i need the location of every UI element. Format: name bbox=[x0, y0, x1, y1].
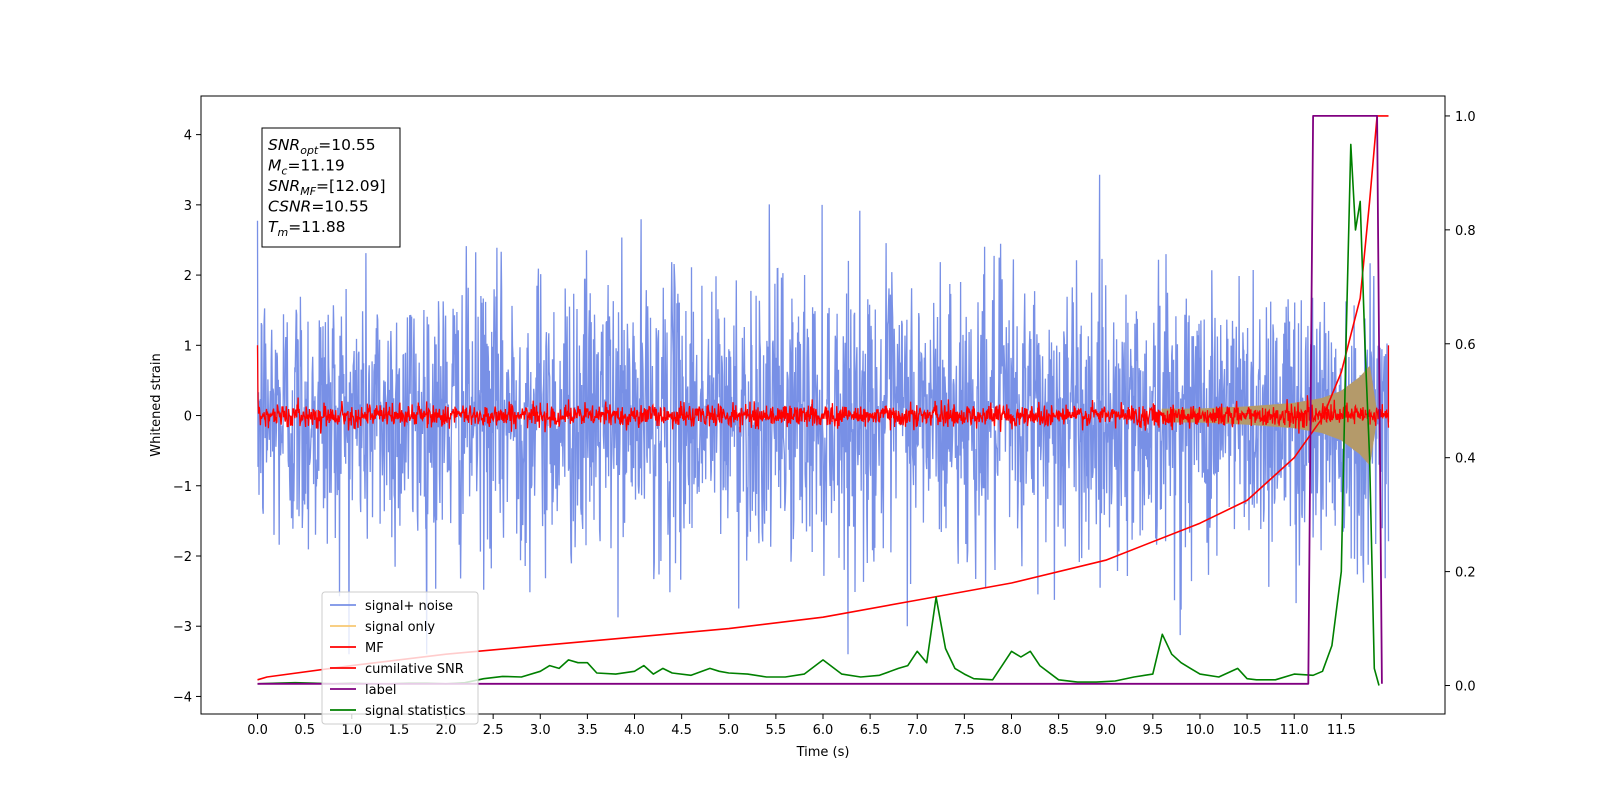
x-tick-label: 0.0 bbox=[247, 723, 268, 738]
y-right-tick-label: 1.0 bbox=[1455, 110, 1476, 125]
y-right-tick-label: 0.4 bbox=[1455, 452, 1476, 467]
y-axis-label: Whitened strain bbox=[149, 353, 164, 456]
legend-label: signal only bbox=[365, 620, 435, 635]
y-tick-label: −3 bbox=[173, 620, 192, 635]
y-tick-label: −4 bbox=[173, 690, 192, 705]
y-tick-label: −1 bbox=[173, 480, 192, 495]
x-tick-label: 7.5 bbox=[954, 723, 975, 738]
series-signal-statistics bbox=[257, 143, 1380, 686]
y-tick-label: 3 bbox=[184, 199, 192, 214]
y-tick-label: −2 bbox=[173, 550, 192, 565]
y-tick-label: 0 bbox=[184, 410, 192, 425]
legend-label: MF bbox=[365, 641, 384, 656]
x-tick-label: 4.5 bbox=[671, 723, 692, 738]
y-tick-label: 2 bbox=[184, 269, 192, 284]
x-tick-label: 9.0 bbox=[1095, 723, 1116, 738]
plot-area bbox=[256, 115, 1390, 686]
legend-label: signal+ noise bbox=[365, 599, 453, 614]
stats-annotation: SNRopt=10.55Mc=11.19SNRMF=[12.09]CSNR=10… bbox=[261, 127, 401, 248]
x-tick-label: 2.0 bbox=[436, 723, 457, 738]
stats-line: CSNR=10.55 bbox=[268, 198, 369, 216]
x-tick-label: 3.5 bbox=[577, 723, 598, 738]
y-right-tick-label: 0.8 bbox=[1455, 224, 1476, 239]
x-tick-label: 8.5 bbox=[1048, 723, 1069, 738]
x-tick-label: 5.5 bbox=[766, 723, 787, 738]
x-tick-label: 4.0 bbox=[624, 723, 645, 738]
x-tick-label: 1.5 bbox=[389, 723, 410, 738]
x-tick-label: 10.5 bbox=[1233, 723, 1262, 738]
y-right-tick-label: 0.2 bbox=[1455, 566, 1476, 581]
x-tick-label: 6.5 bbox=[860, 723, 881, 738]
legend-label: cumilative SNR bbox=[365, 662, 464, 677]
y-tick-label: 1 bbox=[184, 339, 192, 354]
stats-box bbox=[261, 127, 401, 248]
x-tick-label: 0.5 bbox=[294, 723, 315, 738]
y-tick-label: 4 bbox=[184, 129, 192, 144]
y-right-tick-label: 0.6 bbox=[1455, 338, 1476, 353]
stats-line: Tm=11.88 bbox=[268, 218, 346, 239]
x-tick-label: 11.5 bbox=[1327, 723, 1356, 738]
series-mf bbox=[256, 345, 1390, 434]
x-tick-label: 2.5 bbox=[483, 723, 504, 738]
x-axis-label: Time (s) bbox=[796, 745, 850, 760]
stats-line: Mc=11.19 bbox=[268, 157, 345, 178]
axes: 0.0 0.5 1.0 1.5 2.0 2.5 3.0 3.5 4.0 4.5 5.0 5.5 6.0 6… bbox=[149, 95, 1476, 760]
stats-line: SNRMF=[12.09] bbox=[268, 177, 386, 198]
legend-box bbox=[321, 591, 479, 725]
x-tick-label: 5.0 bbox=[718, 723, 739, 738]
x-tick-label: 10.0 bbox=[1185, 723, 1214, 738]
x-tick-label: 3.0 bbox=[530, 723, 551, 738]
x-tick-label: 8.0 bbox=[1001, 723, 1022, 738]
x-tick-label: 9.5 bbox=[1143, 723, 1164, 738]
y-right-tick-label: 0.0 bbox=[1455, 680, 1476, 695]
x-tick-label: 1.0 bbox=[341, 723, 362, 738]
series-label bbox=[257, 115, 1383, 685]
x-tick-label: 6.0 bbox=[813, 723, 834, 738]
x-tick-label: 11.0 bbox=[1280, 723, 1309, 738]
legend: signal+ noise signal only MF cumilative SNR… bbox=[321, 591, 479, 725]
legend-label: signal statistics bbox=[365, 704, 466, 719]
stats-line: SNRopt=10.55 bbox=[268, 136, 376, 157]
x-tick-label: 7.0 bbox=[907, 723, 928, 738]
legend-label: label bbox=[365, 683, 396, 698]
series-signal-noise bbox=[256, 174, 1390, 655]
